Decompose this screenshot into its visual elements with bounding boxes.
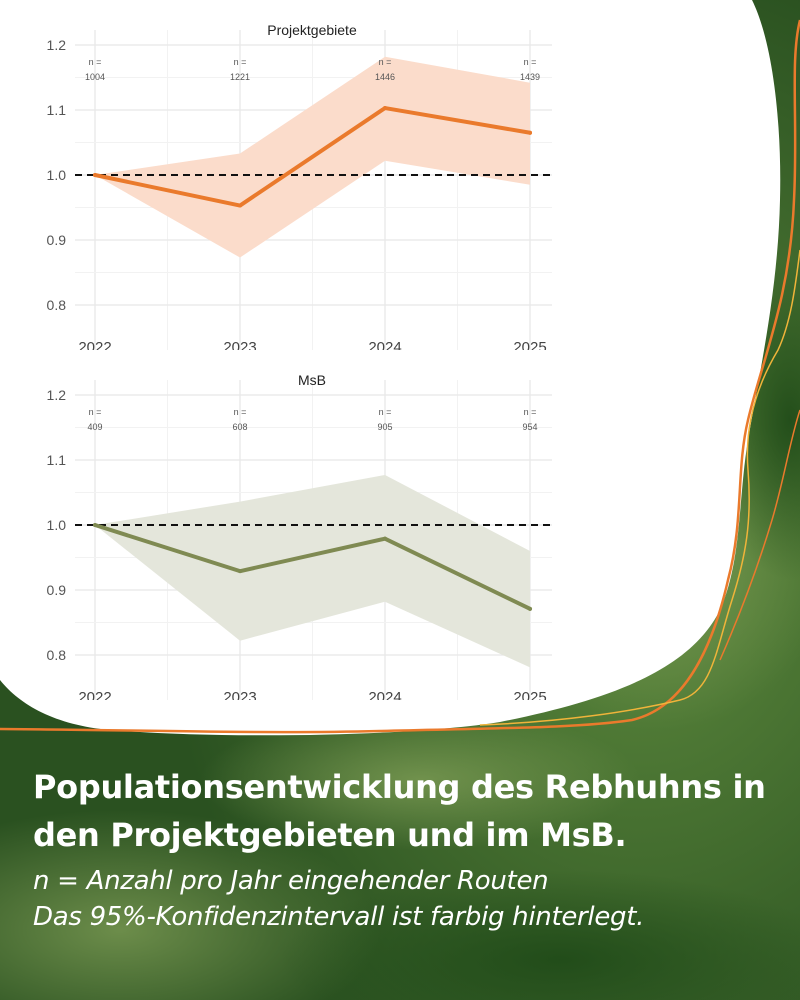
data-point	[93, 523, 97, 527]
x-tick-label: 2023	[223, 689, 256, 700]
n-label: n =	[524, 57, 537, 67]
chart-title: MsB	[298, 372, 326, 388]
data-point	[383, 536, 387, 541]
caption: Populationsentwicklung des Rebhuhns in d…	[33, 763, 773, 935]
caption-title-line-2: den Projektgebieten und im MsB.	[33, 816, 627, 854]
data-point	[238, 569, 242, 574]
data-point	[528, 606, 532, 611]
chart-projektgebiete: Projektgebiete 0.8 0.9 1.0 1.1 1.2 2022 2023 202…	[47, 22, 552, 350]
y-tick-label: 0.9	[47, 232, 67, 248]
x-tick-label: 2025	[513, 689, 546, 700]
data-point	[93, 173, 97, 177]
x-tick-label: 2022	[78, 689, 111, 700]
n-value: 1221	[230, 72, 250, 82]
x-tick-label: 2025	[513, 339, 546, 350]
chart-msb: MsB 0.8 0.9 1.0 1.1 1.2 2022 2023 2024 2025 n = 409…	[47, 372, 552, 700]
y-tick-label: 1.1	[47, 102, 67, 118]
x-tick-label: 2024	[368, 339, 401, 350]
n-label: n =	[89, 407, 102, 417]
series-line	[93, 523, 532, 611]
n-label: n =	[234, 57, 247, 67]
decorative-orange-line	[0, 19, 800, 734]
n-value: 409	[87, 422, 102, 432]
chart-title: Projektgebiete	[267, 22, 357, 38]
x-tick-label: 2023	[223, 339, 256, 350]
series-line	[93, 106, 532, 208]
y-tick-label: 1.0	[47, 167, 67, 183]
decorative-yellow-line	[479, 249, 800, 726]
n-label: n =	[524, 407, 537, 417]
n-label: n =	[234, 407, 247, 417]
n-value: 905	[377, 422, 392, 432]
y-tick-label: 1.2	[47, 37, 67, 53]
n-label: n =	[89, 57, 102, 67]
backdrop-light-patch	[200, 710, 640, 850]
y-tick-label: 0.8	[47, 647, 67, 663]
caption-note-line-1: n = Anzahl pro Jahr eingehender Routen	[33, 866, 549, 896]
data-point	[238, 203, 242, 208]
confidence-band	[95, 474, 530, 668]
decorative-orange-line-secondary	[719, 409, 800, 661]
n-value: 1439	[520, 72, 540, 82]
data-point	[528, 130, 532, 135]
x-tick-label: 2022	[78, 339, 111, 350]
y-tick-label: 0.8	[47, 297, 67, 313]
caption-title-line-1: Populationsentwicklung des Rebhuhns in	[33, 768, 766, 806]
n-value: 1004	[85, 72, 105, 82]
data-point	[383, 106, 387, 111]
y-tick-label: 1.2	[47, 387, 67, 403]
n-value: 608	[232, 422, 247, 432]
y-tick-label: 1.1	[47, 452, 67, 468]
n-label: n =	[379, 57, 392, 67]
y-tick-label: 0.9	[47, 582, 67, 598]
n-label: n =	[379, 407, 392, 417]
n-value: 1446	[375, 72, 395, 82]
backdrop-dark-patch	[280, 870, 800, 1000]
n-value: 954	[522, 422, 537, 432]
x-tick-label: 2024	[368, 689, 401, 700]
y-tick-label: 1.0	[47, 517, 67, 533]
caption-note-line-2: Das 95%-Konfidenzintervall ist farbig hi…	[33, 902, 645, 932]
